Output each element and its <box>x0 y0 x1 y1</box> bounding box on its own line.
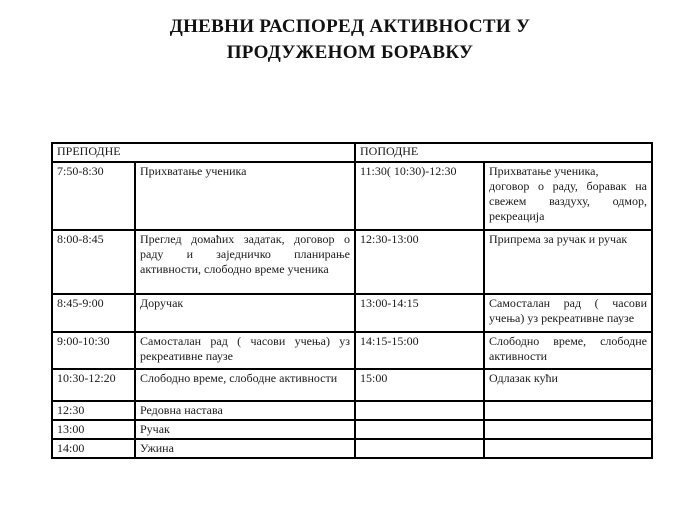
time-cell-pm: 14:15-15:00 <box>354 331 485 370</box>
activity-cell-pm <box>483 438 653 459</box>
table-row: 14:00 Ужина <box>51 438 653 459</box>
time-cell-pm <box>354 419 485 440</box>
time-cell-pm <box>354 400 485 421</box>
daily-schedule-table: ПРЕПОДНЕ ПОПОДНЕ 7:50-8:30 Прихватање уч… <box>51 142 653 459</box>
table-row: 7:50-8:30 Прихватање ученика 11:30( 10:3… <box>51 161 653 231</box>
time-cell-am: 7:50-8:30 <box>51 161 136 231</box>
activity-cell-am: Ручак <box>134 419 356 440</box>
time-cell-pm <box>354 438 485 459</box>
table-row: 8:00-8:45 Преглед домаћих задатак, догов… <box>51 229 653 295</box>
table-row: 9:00-10:30 Самосталан рад ( часови учења… <box>51 331 653 370</box>
activity-cell-pm: Самосталан рад ( часови учења) уз рекреа… <box>483 293 653 333</box>
table-row: 13:00 Ручак <box>51 419 653 440</box>
header-afternoon: ПОПОДНЕ <box>354 142 653 163</box>
time-cell-pm: 12:30-13:00 <box>354 229 485 295</box>
time-cell-am: 13:00 <box>51 419 136 440</box>
time-cell-am: 8:45-9:00 <box>51 293 136 333</box>
activity-cell-am: Доручак <box>134 293 356 333</box>
page-title: ДНЕВНИ РАСПОРЕД АКТИВНОСТИ У ПРОДУЖЕНОМ … <box>169 16 531 63</box>
time-cell-pm: 15:00 <box>354 368 485 402</box>
activity-cell-pm: Одлазак кући <box>483 368 653 402</box>
table-header-row: ПРЕПОДНЕ ПОПОДНЕ <box>51 142 653 163</box>
table-row: 12:30 Редовна настава <box>51 400 653 421</box>
time-cell-pm: 13:00-14:15 <box>354 293 485 333</box>
table-row: 8:45-9:00 Доручак 13:00-14:15 Самосталан… <box>51 293 653 333</box>
activity-cell-am: Самосталан рад ( часови учења) уз рекреа… <box>134 331 356 370</box>
table-row: 10:30-12:20 Слободно време, слободне акт… <box>51 368 653 402</box>
activity-cell-pm: Слободно време, слободне активности <box>483 331 653 370</box>
activity-cell-pm: Прихватање ученика, договор о раду, бора… <box>483 161 653 231</box>
activity-cell-am: Преглед домаћих задатак, договор о раду … <box>134 229 356 295</box>
activity-cell-am: Редовна настава <box>134 400 356 421</box>
time-cell-am: 12:30 <box>51 400 136 421</box>
time-cell-pm: 11:30( 10:30)-12:30 <box>354 161 485 231</box>
activity-cell-pm: Припрема за ручак и ручак <box>483 229 653 295</box>
activity-cell-pm <box>483 400 653 421</box>
time-cell-am: 8:00-8:45 <box>51 229 136 295</box>
activity-cell-am: Прихватање ученика <box>134 161 356 231</box>
header-morning: ПРЕПОДНЕ <box>51 142 356 163</box>
time-cell-am: 14:00 <box>51 438 136 459</box>
activity-cell-am: Слободно време, слободне активности <box>134 368 356 402</box>
time-cell-am: 10:30-12:20 <box>51 368 136 402</box>
activity-cell-am: Ужина <box>134 438 356 459</box>
time-cell-am: 9:00-10:30 <box>51 331 136 370</box>
activity-cell-pm <box>483 419 653 440</box>
